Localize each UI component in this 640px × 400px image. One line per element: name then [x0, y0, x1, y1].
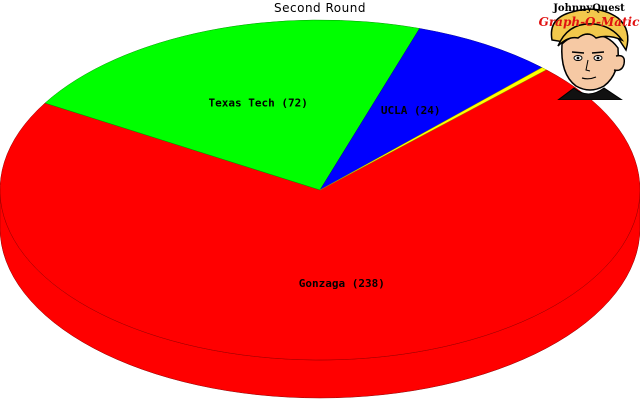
slice-label-texas-tech: Texas Tech (72) [209, 97, 308, 110]
pie-slice-ucla [319, 28, 543, 191]
slice-label-ucla: UCLA (24) [381, 104, 441, 117]
logo-line-1: JohnnyQuest [553, 3, 625, 14]
pie-slice-texas-tech [44, 19, 421, 191]
pie-slice-slice-4 [319, 67, 547, 191]
chart-title: Second Round [274, 1, 366, 15]
graph-o-matic-logo: JohnnyQuest Graph-O-Matic [538, 0, 640, 101]
slice-label-gonzaga: Gonzaga (238) [299, 277, 385, 290]
cartoon-boy-face-icon [550, 8, 629, 101]
logo-line-2: Graph-O-Matic [538, 15, 640, 29]
pie-slice-gonzaga [0, 69, 640, 361]
